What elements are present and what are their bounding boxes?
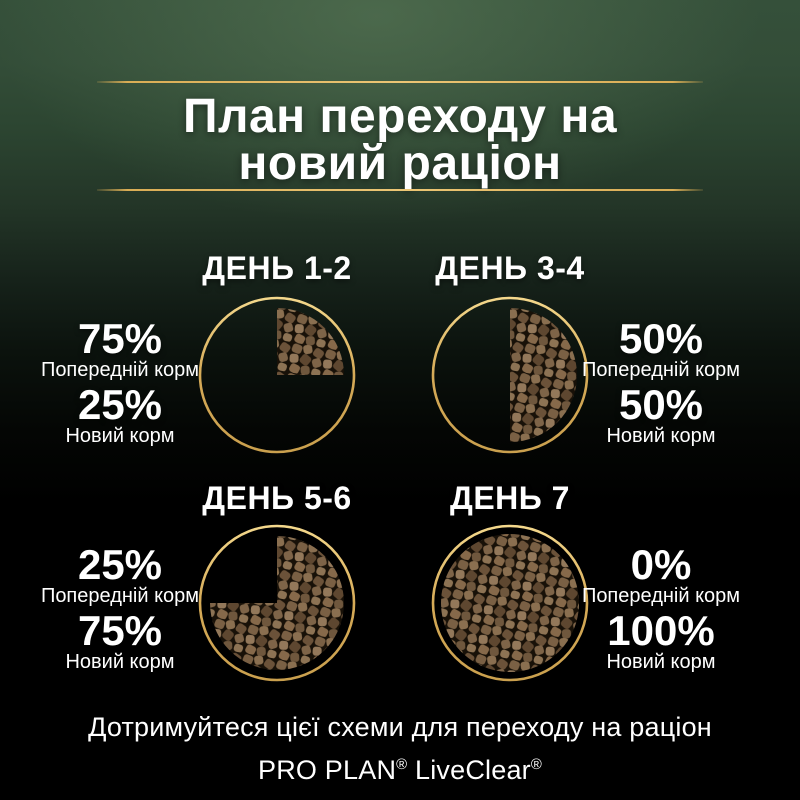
prev-food-percentage: 0% [630, 541, 692, 588]
title-line-2: новий раціон [238, 137, 562, 190]
pie-chart-day-1-2 [198, 296, 356, 454]
new-food-percentage: 50% [618, 381, 704, 428]
gold-divider-bottom [97, 189, 703, 191]
footer-note: Дотримуйтеся цієї схеми для переходу на … [0, 708, 800, 789]
title-line-1: План переходу на [182, 90, 618, 143]
prev-food-label: Попередній корм [581, 585, 741, 607]
new-food-slice [510, 308, 577, 442]
prev-food-percentage: 50% [618, 315, 704, 362]
new-food-label: Новий корм [65, 425, 175, 447]
footer-line-1: Дотримуйтеся цієї схеми для переходу на … [88, 712, 712, 742]
prev-food-label: Попередній корм [40, 585, 200, 607]
prev-food-label: Попередній корм [40, 359, 200, 381]
new-food-label: Новий корм [65, 651, 175, 673]
day-heading-7: ДЕНЬ 7 [450, 480, 570, 516]
pie-chart-day-3-4 [431, 296, 589, 454]
labels-day-7: 0% Попередній корм 100% Новий корм [556, 541, 766, 673]
footer-line-2: PRO PLAN® LiveClear® [258, 755, 542, 785]
gold-ring [431, 296, 589, 454]
prev-food-percentage: 75% [77, 315, 163, 362]
gold-ring [431, 524, 589, 682]
gold-divider-top [97, 81, 703, 83]
labels-day-3-4: 50% Попередній корм 50% Новий корм [556, 315, 766, 447]
new-food-percentage: 25% [77, 381, 163, 428]
page-title: План переходу на новий раціон [0, 90, 800, 190]
day-heading-3-4: ДЕНЬ 3-4 [435, 250, 585, 286]
prev-food-percentage: 25% [77, 541, 163, 588]
new-food-label: Новий корм [606, 651, 716, 673]
new-food-slice [277, 308, 344, 375]
new-food-percentage: 100% [607, 607, 715, 654]
labels-day-1-2: 75% Попередній корм 25% Новий корм [15, 315, 225, 447]
new-food-slice [440, 534, 579, 672]
new-food-slice [210, 536, 344, 670]
new-food-label: Новий корм [606, 425, 716, 447]
day-heading-5-6: ДЕНЬ 5-6 [202, 480, 352, 516]
gold-ring [198, 296, 356, 454]
labels-day-5-6: 25% Попередній корм 75% Новий корм [15, 541, 225, 673]
pie-chart-day-5-6 [198, 524, 356, 682]
day-heading-1-2: ДЕНЬ 1-2 [202, 250, 352, 286]
new-food-percentage: 75% [77, 607, 163, 654]
gold-ring [198, 524, 356, 682]
pie-chart-day-7 [431, 524, 589, 682]
prev-food-label: Попередній корм [581, 359, 741, 381]
